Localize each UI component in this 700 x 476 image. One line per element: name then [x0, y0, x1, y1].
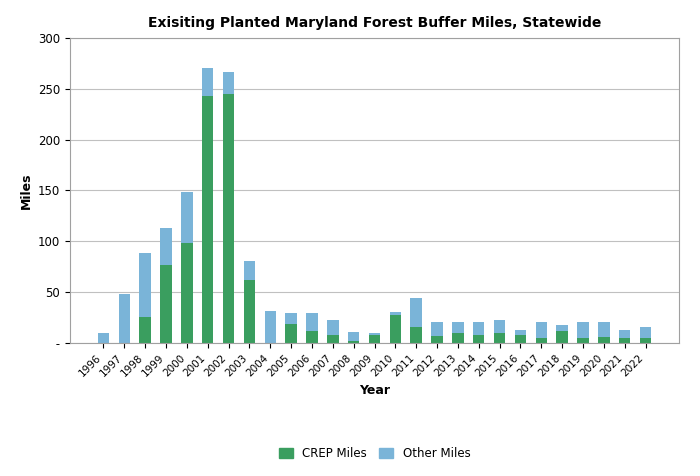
Bar: [640, 327, 651, 337]
Bar: [473, 335, 484, 343]
Bar: [306, 313, 318, 330]
Bar: [410, 298, 422, 327]
X-axis label: Year: Year: [359, 384, 390, 397]
Legend: CREP Miles, Other Miles: CREP Miles, Other Miles: [274, 442, 475, 465]
Bar: [348, 332, 359, 341]
Bar: [514, 329, 526, 335]
Bar: [578, 337, 589, 343]
Bar: [514, 335, 526, 343]
Bar: [619, 337, 631, 343]
Bar: [181, 243, 193, 343]
Bar: [286, 325, 297, 343]
Bar: [160, 265, 172, 343]
Bar: [390, 312, 401, 315]
Bar: [286, 313, 297, 325]
Title: Exisiting Planted Maryland Forest Buffer Miles, Statewide: Exisiting Planted Maryland Forest Buffer…: [148, 16, 601, 30]
Bar: [202, 68, 214, 96]
Bar: [327, 320, 339, 335]
Bar: [578, 322, 589, 337]
Bar: [244, 280, 255, 343]
Bar: [619, 329, 631, 337]
Bar: [431, 322, 443, 336]
Bar: [327, 335, 339, 343]
Bar: [556, 326, 568, 330]
Bar: [536, 337, 547, 343]
Bar: [244, 261, 255, 280]
Bar: [139, 253, 151, 317]
Bar: [139, 317, 151, 343]
Bar: [473, 322, 484, 335]
Bar: [265, 311, 276, 343]
Bar: [494, 320, 505, 333]
Bar: [598, 337, 610, 343]
Bar: [369, 333, 380, 335]
Bar: [118, 294, 130, 343]
Bar: [598, 322, 610, 337]
Bar: [494, 333, 505, 343]
Bar: [306, 330, 318, 343]
Bar: [98, 333, 109, 343]
Bar: [223, 71, 234, 94]
Y-axis label: Miles: Miles: [20, 172, 32, 208]
Bar: [431, 336, 443, 343]
Bar: [390, 315, 401, 343]
Bar: [369, 335, 380, 343]
Bar: [160, 228, 172, 265]
Bar: [348, 341, 359, 343]
Bar: [410, 327, 422, 343]
Bar: [452, 322, 463, 333]
Bar: [202, 96, 214, 343]
Bar: [556, 330, 568, 343]
Bar: [181, 192, 193, 243]
Bar: [452, 333, 463, 343]
Bar: [536, 322, 547, 337]
Bar: [640, 337, 651, 343]
Bar: [223, 94, 234, 343]
